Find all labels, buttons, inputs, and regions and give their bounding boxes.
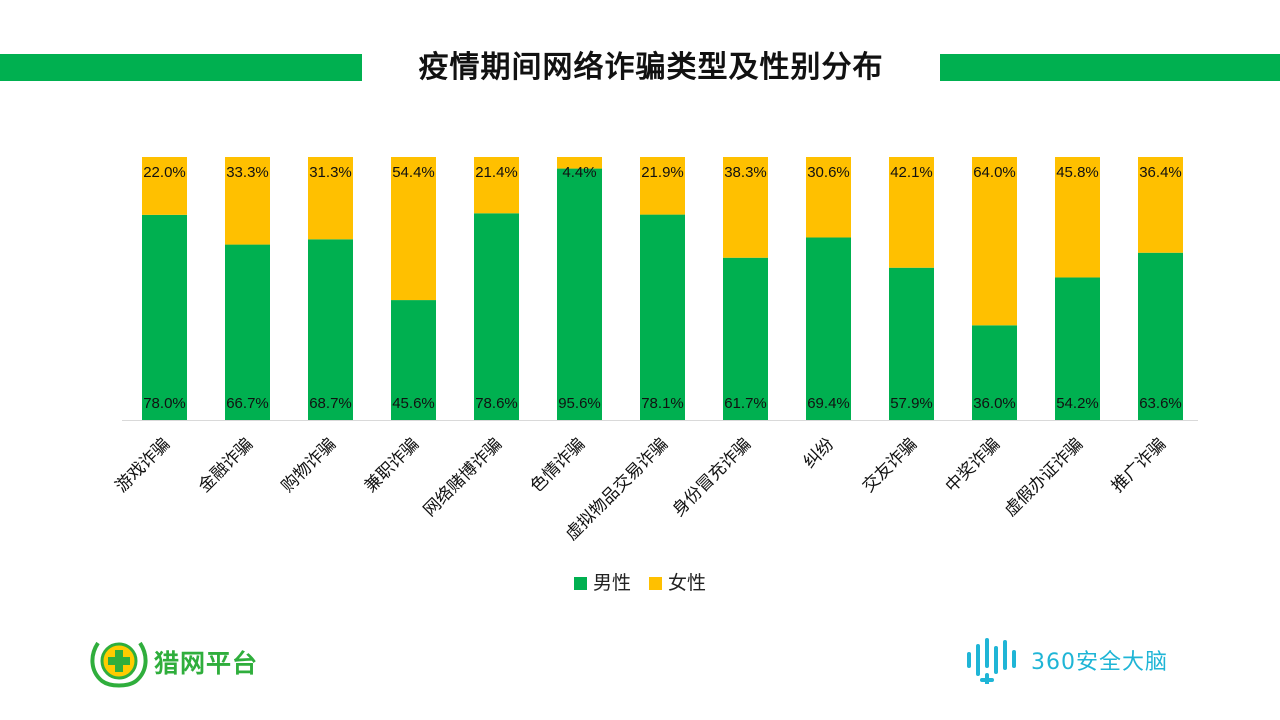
title-band-left [0,54,362,81]
bar-male [308,239,353,420]
category-label: 网络赌博诈骗 [420,434,506,520]
data-label-female: 21.4% [475,164,518,181]
category-label: 游戏诈骗 [112,434,174,496]
bar-female [1138,157,1183,253]
bar-male [1138,252,1183,420]
bar-female [474,157,519,214]
category-label: 色情诈骗 [527,434,589,496]
title-band-right [940,54,1280,81]
legend-item-male: 男性 [573,568,631,595]
data-label-male: 63.6% [1139,395,1182,412]
data-label-male: 54.2% [1056,395,1099,412]
bar-male [391,300,436,420]
bar-female [806,157,851,238]
bar-male [972,325,1017,420]
legend-label-male: 男性 [592,572,631,594]
bar-male [640,214,685,420]
category-label: 纠纷 [800,434,838,472]
category-label: 虚假办证诈骗 [1001,434,1087,520]
category-label: 中奖诈骗 [942,434,1004,496]
bar-female [225,157,270,245]
data-label-male: 57.9% [890,395,933,412]
data-label-male: 61.7% [724,395,767,412]
data-label-male: 78.0% [143,395,186,412]
bar-male [225,244,270,420]
bar-male [889,267,934,420]
bar-female [142,157,187,215]
lieweb-platform-logo: 猎网平台 [88,636,258,688]
legend-swatch-male [573,577,587,590]
value-labels-layer: 22.0% 78.0% 33.3% 66.7% 31.3% 68.7% 54.4% 45.6%… [143,164,1182,412]
bar-female [557,157,602,169]
data-label-female: 38.3% [724,164,767,181]
bar-female [972,157,1017,326]
data-label-female: 36.4% [1139,164,1182,181]
legend-item-female: 女性 [649,568,706,595]
laurel-shield-icon [90,641,148,688]
data-label-male: 78.1% [641,395,684,412]
data-label-female: 33.3% [226,164,269,181]
bar-female [640,157,685,215]
360-security-brain-logo: 360安全大脑 [965,636,1168,684]
logo-left-text: 猎网平台 [154,649,259,678]
data-label-female: 21.9% [641,164,684,181]
data-label-male: 36.0% [973,395,1016,412]
legend-swatch-female [649,577,663,590]
data-label-male: 66.7% [226,395,269,412]
chart-title: 疫情期间网络诈骗类型及性别分布 [418,50,884,85]
category-label: 兼职诈骗 [361,434,423,496]
bar-male [142,214,187,420]
bar-female [723,157,768,258]
data-label-female: 22.0% [143,164,186,181]
data-label-male: 68.7% [309,395,352,412]
category-label: 购物诈骗 [278,434,340,496]
data-label-female: 30.6% [807,164,850,181]
sound-wave-icon [967,638,1016,684]
data-label-male: 69.4% [807,395,850,412]
bars-layer [142,157,1183,420]
data-label-male: 78.6% [475,395,518,412]
category-label: 金融诈骗 [195,434,257,496]
data-label-male: 95.6% [558,395,601,412]
bar-male [1055,277,1100,420]
bar-female [308,157,353,240]
bar-male [806,237,851,420]
legend: 男性 女性 [0,568,1280,595]
data-label-female: 54.4% [392,164,435,181]
stacked-bar-chart: 22.0% 78.0% 33.3% 66.7% 31.3% 68.7% 54.4% 45.6%… [112,157,1198,545]
data-label-female: 4.4% [562,164,596,181]
bar-male [557,168,602,420]
category-label: 身份冒充诈骗 [669,434,755,520]
data-label-female: 45.8% [1056,164,1099,181]
bar-female [889,157,934,268]
bar-female [391,157,436,301]
data-label-female: 64.0% [973,164,1016,181]
data-label-female: 42.1% [890,164,933,181]
bar-male [474,213,519,420]
data-label-male: 45.6% [392,395,435,412]
bar-female [1055,157,1100,278]
category-label: 推广诈骗 [1108,434,1170,496]
bar-male [723,257,768,420]
logo-right-text: 360安全大脑 [1031,650,1168,675]
legend-label-female: 女性 [668,572,707,594]
data-label-female: 31.3% [309,164,352,181]
category-label: 交友诈骗 [859,434,921,496]
